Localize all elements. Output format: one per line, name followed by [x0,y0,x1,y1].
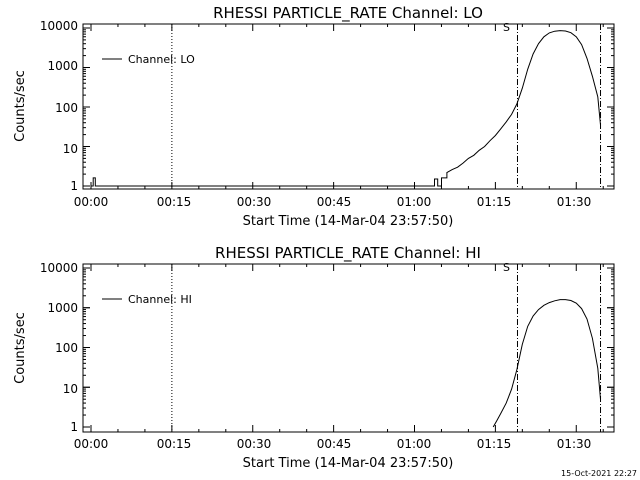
event-marker-label: S [503,261,510,274]
x-tick-labels: 00:00 00:15 00:30 00:45 01:00 01:15 01:3… [74,195,592,209]
y-tick-label: 10000 [40,19,78,33]
x-tick-label: 00:45 [317,195,352,209]
y-tick-label: 1 [70,420,78,434]
legend: Channel: HI [102,293,192,306]
x-tick-label: 00:30 [237,195,272,209]
x-tick-label: 00:15 [157,437,192,451]
vertical-lines [171,264,602,432]
x-tick-label: 01:15 [477,195,512,209]
legend: Channel: LO [102,53,195,66]
legend-label: Channel: HI [128,293,192,306]
chart-title: RHESSI PARTICLE_RATE Channel: LO [213,4,483,23]
x-tick-label: 00:45 [317,437,352,451]
plot-frame [82,23,615,190]
series-line-lo [91,30,601,187]
x-tick-label: 00:00 [74,195,109,209]
x-tick-label: 01:15 [477,437,512,451]
y-tick-label: 1000 [47,301,78,315]
x-tick-label: 01:00 [397,195,432,209]
vertical-lines [171,24,602,189]
panel-lo: RHESSI PARTICLE_RATE Channel: LO Counts/… [13,4,615,229]
legend-label: Channel: LO [128,53,195,66]
y-tick-label: 100 [55,341,78,355]
x-tick-label: 01:00 [397,437,432,451]
x-tick-label: 00:00 [74,437,109,451]
y-tick-label: 10000 [40,261,78,275]
y-tick-labels: 10000 1000 100 10 1 [40,19,78,193]
event-marker-label: S [503,21,510,34]
series-line-hi [492,299,601,428]
plot-frame [82,263,615,433]
x-tick-label: 01:30 [557,195,592,209]
y-tick-label: 10 [63,382,78,396]
y-tick-label: 10 [63,142,78,156]
x-tick-label: 00:30 [237,437,272,451]
chart-title: RHESSI PARTICLE_RATE Channel: HI [215,244,481,263]
y-tick-label: 1 [70,179,78,193]
x-tick-label: 01:30 [557,437,592,451]
x-tick-labels: 00:00 00:15 00:30 00:45 01:00 01:15 01:3… [74,437,592,451]
y-axis-label: Counts/sec [13,312,28,384]
x-tick-label: 00:15 [157,195,192,209]
y-axis-label: Counts/sec [13,70,28,142]
y-tick-label: 100 [55,101,78,115]
panel-hi: RHESSI PARTICLE_RATE Channel: HI Counts/… [13,244,615,471]
footer-timestamp: 15-Oct-2021 22:27 [561,469,637,478]
y-tick-label: 1000 [47,59,78,73]
y-tick-labels: 10000 1000 100 10 1 [40,261,78,434]
x-axis-label: Start Time (14-Mar-04 23:57:50) [243,456,454,471]
x-axis-label: Start Time (14-Mar-04 23:57:50) [243,214,454,229]
